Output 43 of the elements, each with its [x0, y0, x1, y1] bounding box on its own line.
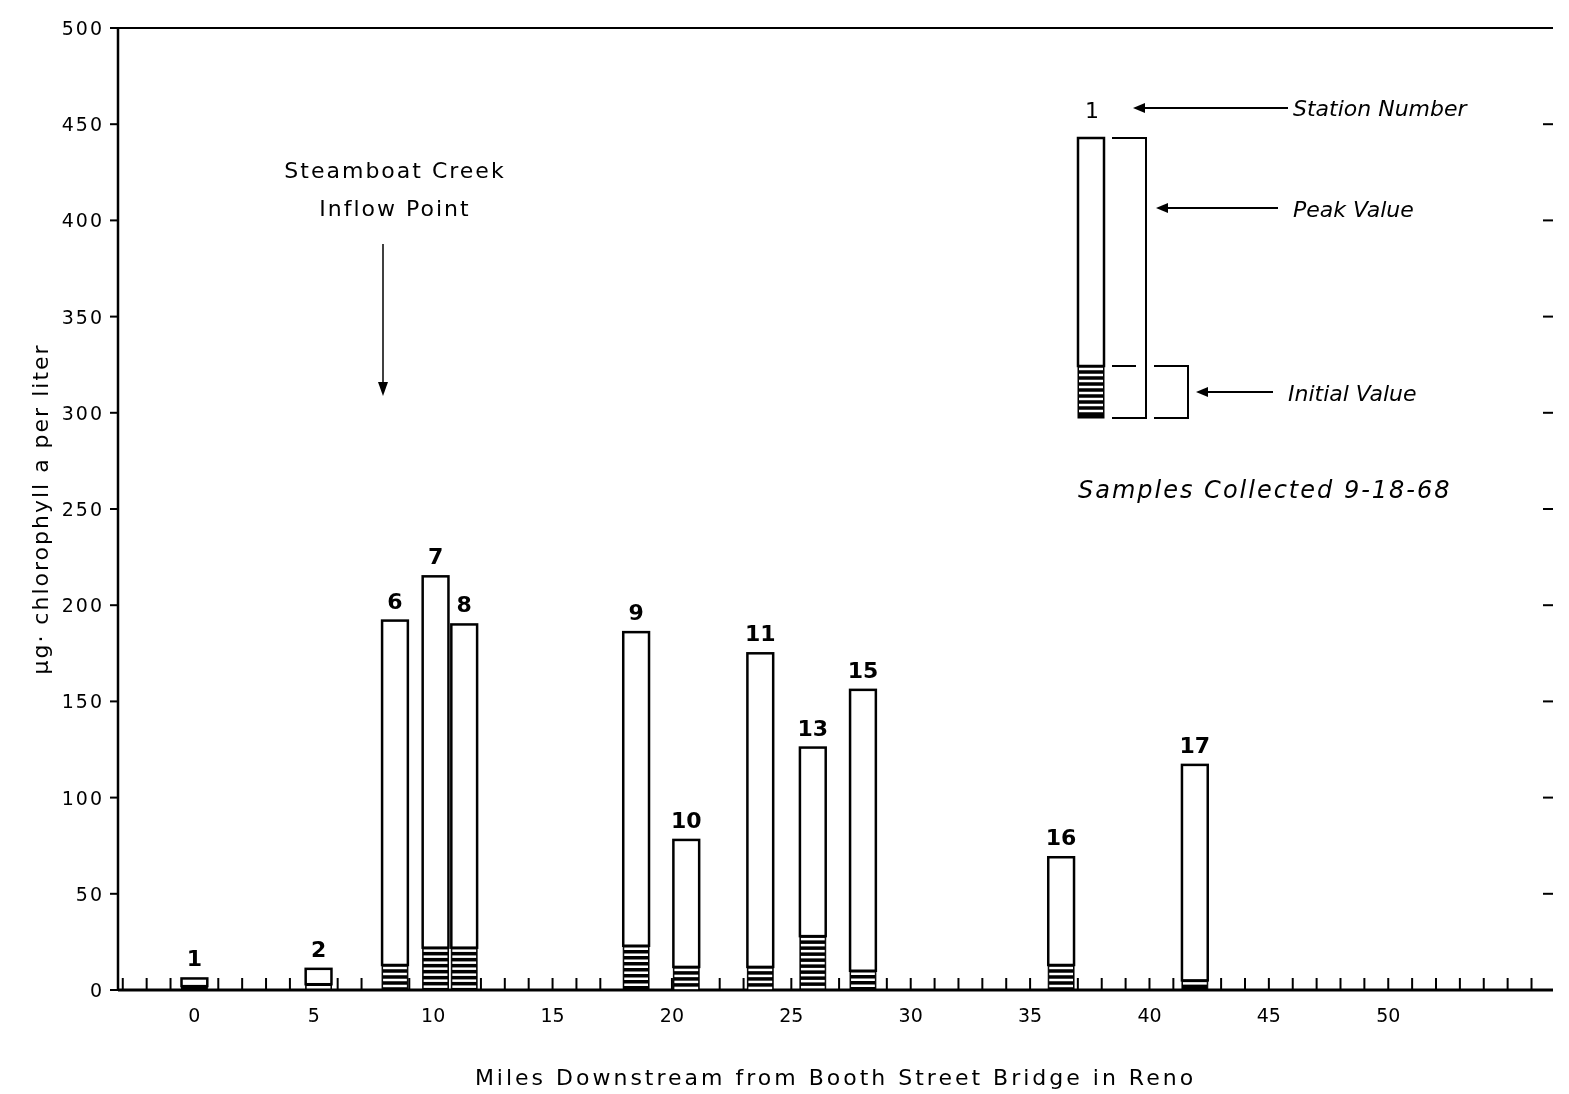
x-tick-label: 20 — [659, 1004, 685, 1026]
y-axis-title: μg· chlorophyll a per liter — [28, 343, 53, 675]
annotation: Steamboat Creek Inflow Point — [284, 158, 506, 221]
y-tick-label: 0 — [89, 979, 104, 1001]
y-tick-label: 50 — [75, 882, 104, 905]
annotation: 16 — [1045, 825, 1077, 851]
annotation: 10 — [670, 807, 702, 833]
annotation: 2 — [310, 936, 327, 962]
annotation: 1 — [186, 946, 203, 972]
annotation: 6 — [387, 588, 403, 614]
annotation: Station Number — [1293, 96, 1469, 121]
y-tick-label: 400 — [61, 209, 104, 232]
y-tick-label: 450 — [61, 113, 104, 136]
x-tick-label: 30 — [898, 1004, 923, 1026]
x-tick-label: 5 — [307, 1004, 320, 1026]
x-tick-label: 35 — [1018, 1004, 1043, 1026]
x-tick-label: 45 — [1256, 1004, 1281, 1026]
y-tick-label: 350 — [61, 305, 104, 328]
y-tick-label: 300 — [61, 401, 104, 424]
y-tick-label: 200 — [61, 594, 104, 617]
x-tick-label: 25 — [779, 1004, 804, 1026]
annotation: 8 — [456, 592, 472, 618]
x-tick-label: 10 — [421, 1004, 446, 1026]
annotation: 11 — [744, 621, 776, 647]
x-tick-label: 40 — [1137, 1004, 1162, 1026]
x-tick-label: 50 — [1376, 1004, 1401, 1026]
x-axis-title: Miles Downstream from Booth Street Bridge in Reno — [474, 1065, 1197, 1090]
annotation: 9 — [628, 600, 644, 626]
y-tick-label: 500 — [61, 17, 104, 39]
annotation: 7 — [427, 544, 444, 570]
x-tick-label: 15 — [540, 1004, 565, 1026]
text: Peak Value — [1293, 197, 1414, 222]
legend-label: Initial Value — [1288, 381, 1417, 406]
y-tick-label: 250 — [61, 498, 104, 520]
annotation: Samples Collected 9-18-68 — [1078, 476, 1452, 504]
x-tick-label: 0 — [188, 1004, 201, 1026]
annotation: 17 — [1179, 732, 1211, 758]
annotation: 15 — [847, 657, 879, 683]
annotation: 13 — [797, 715, 829, 741]
bar — [180, 977, 209, 988]
annotation: 1 — [1085, 98, 1099, 123]
y-tick-label: 150 — [61, 690, 104, 713]
y-tick-label: 100 — [61, 786, 104, 809]
